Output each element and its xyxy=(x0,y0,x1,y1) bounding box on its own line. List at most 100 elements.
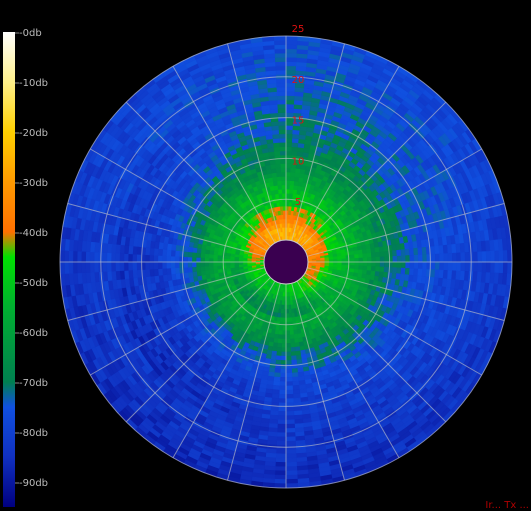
heatmap-cell xyxy=(482,262,487,273)
heatmap-cell xyxy=(406,262,410,269)
heatmap-cell xyxy=(278,189,282,194)
heatmap-cell xyxy=(94,262,99,272)
heatmap-cell xyxy=(282,331,286,335)
heatmap-cell xyxy=(291,352,296,357)
heatmap-cell xyxy=(111,253,116,262)
heatmap-cell xyxy=(280,138,287,142)
heatmap-cell xyxy=(291,172,296,177)
heatmap-cell xyxy=(192,252,197,257)
heatmap-cell xyxy=(371,253,376,258)
heatmap-cell xyxy=(171,250,176,256)
heatmap-cell xyxy=(280,369,286,373)
heatmap-cell xyxy=(435,262,440,270)
heatmap-cell xyxy=(230,265,234,268)
heatmap-cell xyxy=(418,255,423,262)
heatmap-cell xyxy=(478,252,483,262)
heatmap-cell xyxy=(183,267,188,273)
heatmap-cell xyxy=(440,262,445,270)
heatmap-cell xyxy=(380,252,385,257)
heatmap-cell xyxy=(279,193,283,198)
heatmap-cell xyxy=(354,254,359,258)
heatmap-cell xyxy=(384,257,388,262)
heatmap-cell xyxy=(217,262,221,266)
heatmap-cell xyxy=(279,130,286,134)
heatmap-cell xyxy=(286,335,290,339)
heatmap-cell xyxy=(94,252,99,262)
heatmap-cell xyxy=(452,253,457,262)
heatmap-cell xyxy=(115,262,119,271)
heatmap-cell xyxy=(359,262,363,266)
heatmap-cell xyxy=(277,347,282,352)
heatmap-cell xyxy=(363,254,368,259)
heatmap-cell xyxy=(209,258,213,262)
heatmap-cell xyxy=(282,339,286,343)
heatmap-cell xyxy=(276,356,281,361)
heatmap-cell xyxy=(279,399,286,403)
heatmap-cell xyxy=(279,134,286,138)
heatmap-cell xyxy=(183,257,187,262)
heatmap-cell xyxy=(278,113,286,117)
heatmap-cell xyxy=(278,420,287,425)
heatmap-cell xyxy=(380,267,385,272)
heatmap-cell xyxy=(277,437,286,442)
heatmap-cell xyxy=(397,250,402,256)
heatmap-cell xyxy=(281,360,286,364)
heatmap-cell xyxy=(275,159,281,164)
heatmap-cell xyxy=(278,181,283,186)
heatmap-cell xyxy=(171,268,176,274)
heatmap-cell xyxy=(274,373,280,378)
heatmap-cell xyxy=(286,87,295,92)
heatmap-cell xyxy=(205,266,210,271)
heatmap-cell xyxy=(281,159,286,163)
heatmap-cell xyxy=(367,253,372,258)
heatmap-cell xyxy=(393,256,397,262)
heatmap-cell xyxy=(280,377,286,382)
heatmap-cell xyxy=(286,130,293,134)
heatmap-cell xyxy=(286,168,291,172)
heatmap-cell xyxy=(376,257,380,262)
heatmap-cell xyxy=(279,386,286,391)
heatmap-cell xyxy=(282,185,286,189)
heatmap-cell xyxy=(431,262,435,270)
heatmap-cell xyxy=(376,252,381,257)
heatmap-cell xyxy=(286,441,296,446)
heatmap-cell xyxy=(286,339,290,343)
heatmap-cell xyxy=(286,394,293,399)
heatmap-cell xyxy=(393,262,397,268)
heatmap-cell xyxy=(291,356,296,361)
heatmap-cell xyxy=(276,441,286,446)
heatmap-cell xyxy=(286,377,292,382)
heatmap-cell xyxy=(286,416,294,421)
heatmap-cell xyxy=(286,424,295,429)
heatmap-cell xyxy=(120,262,125,271)
heatmap-cell xyxy=(286,369,292,373)
heatmap-cell xyxy=(277,172,282,177)
heatmap-cell xyxy=(107,262,112,271)
heatmap-cell xyxy=(397,268,402,274)
heatmap-cell xyxy=(286,343,291,347)
heatmap-cell xyxy=(290,330,294,335)
heatmap-cell xyxy=(286,331,290,335)
heatmap-cell xyxy=(372,257,376,262)
heatmap-cell xyxy=(175,256,179,262)
heatmap-cell xyxy=(282,189,286,193)
heatmap-cell xyxy=(363,258,367,262)
heatmap-cell xyxy=(192,257,196,262)
heatmap-cell xyxy=(355,262,359,266)
heatmap-cell xyxy=(282,335,286,339)
heatmap-cell xyxy=(286,100,295,104)
heatmap-cell xyxy=(276,454,286,459)
heatmap-cell xyxy=(286,411,294,416)
heatmap-cell xyxy=(286,458,297,463)
heatmap-cell xyxy=(401,256,406,262)
heatmap-cell xyxy=(213,258,217,262)
heatmap-cell xyxy=(124,254,128,263)
heatmap-cell xyxy=(276,168,281,173)
heatmap-cell xyxy=(282,193,286,197)
heatmap-cell xyxy=(175,262,179,268)
heatmap-cell xyxy=(128,254,133,262)
heatmap-cell xyxy=(107,253,112,262)
heatmap-cell xyxy=(286,134,293,138)
heatmap-cell xyxy=(286,176,291,180)
heatmap-cell xyxy=(149,262,153,269)
